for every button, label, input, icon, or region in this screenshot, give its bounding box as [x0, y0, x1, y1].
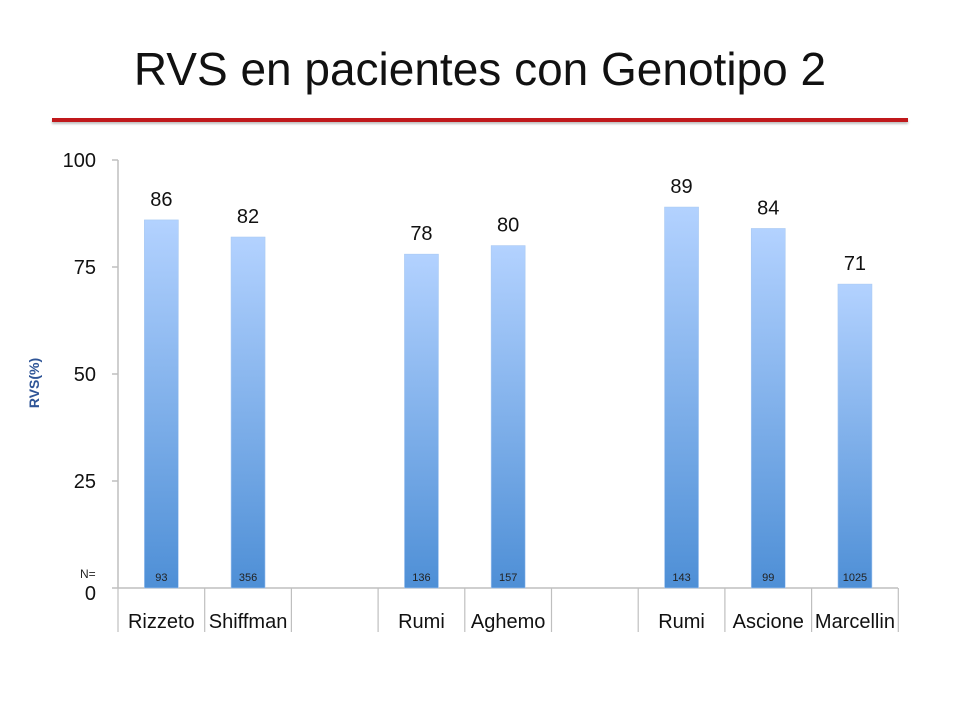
y-tick-label: 100 [63, 150, 96, 172]
bar-value-label: 80 [497, 215, 519, 237]
bar-n-label: 143 [672, 572, 690, 584]
title-divider [52, 118, 908, 122]
x-category-label: Rumi [398, 611, 445, 633]
bar-value-label: 78 [410, 223, 432, 245]
bar-value-label: 86 [150, 189, 172, 211]
bar [404, 253, 439, 589]
bar [837, 283, 873, 589]
bar [490, 245, 526, 589]
bar-n-label: 356 [239, 572, 257, 584]
bar-value-label: 82 [237, 206, 259, 228]
y-tick-label: 75 [74, 257, 96, 279]
x-category-label: Marcellin [815, 611, 895, 633]
x-category-label: Aghemo [471, 611, 546, 633]
y-tick-label: 0 [85, 583, 96, 605]
y-axis-title: RVS(%) [26, 358, 42, 408]
y-tick-label: 50 [74, 364, 96, 386]
bar [230, 236, 266, 589]
x-category-label: Shiffman [209, 611, 288, 633]
bar-value-label: 84 [757, 197, 779, 219]
page-title: RVS en pacientes con Genotipo 2 [133, 43, 827, 95]
bar-n-label: 93 [155, 572, 167, 584]
x-category-label: Rumi [658, 611, 705, 633]
bar-n-label: 1025 [843, 572, 867, 584]
bar-n-label: 99 [762, 572, 774, 584]
bar-n-label: 136 [412, 572, 430, 584]
bar-n-label: 157 [499, 572, 517, 584]
bar-value-label: 89 [670, 176, 692, 198]
bar-value-label: 71 [844, 253, 866, 275]
n-prefix-label: N= [80, 567, 96, 581]
x-category-label: Ascione [733, 611, 804, 633]
bar [750, 228, 786, 589]
bar [144, 219, 179, 589]
y-tick-label: 25 [74, 471, 96, 493]
x-category-label: Rizzeto [128, 611, 195, 633]
bar [664, 206, 699, 589]
